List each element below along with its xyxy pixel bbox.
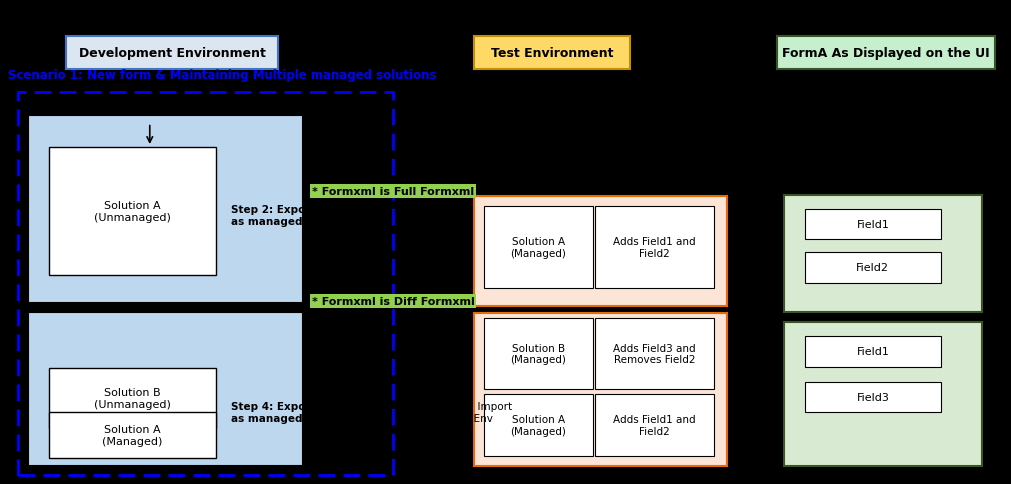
FancyBboxPatch shape xyxy=(473,313,726,466)
Text: Step 2: Export Solution A
as managed solution: Step 2: Export Solution A as managed sol… xyxy=(231,205,379,226)
FancyBboxPatch shape xyxy=(804,382,940,412)
FancyBboxPatch shape xyxy=(594,394,714,456)
FancyBboxPatch shape xyxy=(49,368,215,428)
Text: Adds Field1 and
Field2: Adds Field1 and Field2 xyxy=(613,237,696,258)
FancyBboxPatch shape xyxy=(804,209,940,240)
FancyBboxPatch shape xyxy=(483,207,592,288)
FancyBboxPatch shape xyxy=(28,116,301,302)
FancyBboxPatch shape xyxy=(784,323,981,466)
FancyBboxPatch shape xyxy=(594,318,714,390)
Text: Solution A
(Managed): Solution A (Managed) xyxy=(510,237,566,258)
Text: Step 5: Import
in Test Env: Step 5: Import in Test Env xyxy=(437,402,512,423)
FancyBboxPatch shape xyxy=(473,197,726,306)
FancyBboxPatch shape xyxy=(594,207,714,288)
Text: Field3: Field3 xyxy=(855,392,889,402)
Text: Adds Field3 and
Removes Field2: Adds Field3 and Removes Field2 xyxy=(613,343,696,364)
FancyBboxPatch shape xyxy=(473,37,630,70)
FancyBboxPatch shape xyxy=(66,37,278,70)
FancyBboxPatch shape xyxy=(483,394,592,456)
Text: Step 4: Export Solution B
as managed solution: Step 4: Export Solution B as managed sol… xyxy=(231,402,379,423)
Text: Adds Field1 and
Field2: Adds Field1 and Field2 xyxy=(613,414,696,436)
Text: Field1: Field1 xyxy=(855,219,889,229)
Text: * Formxml is Full Formxml: * Formxml is Full Formxml xyxy=(311,186,473,196)
Text: Solution A
(Unmanaged): Solution A (Unmanaged) xyxy=(94,201,170,223)
Text: Solution A
(Managed): Solution A (Managed) xyxy=(510,414,566,436)
FancyBboxPatch shape xyxy=(49,412,215,458)
FancyBboxPatch shape xyxy=(49,148,215,276)
FancyBboxPatch shape xyxy=(28,312,301,465)
FancyBboxPatch shape xyxy=(804,336,940,367)
FancyBboxPatch shape xyxy=(483,318,592,390)
Text: Test Environment: Test Environment xyxy=(490,47,613,60)
FancyBboxPatch shape xyxy=(784,196,981,312)
Text: FormA As Displayed on the UI: FormA As Displayed on the UI xyxy=(782,47,989,60)
Text: Solution B
(Unmanaged): Solution B (Unmanaged) xyxy=(94,387,170,409)
FancyBboxPatch shape xyxy=(776,37,994,70)
FancyBboxPatch shape xyxy=(804,253,940,283)
Text: Solution A
(Managed): Solution A (Managed) xyxy=(102,424,162,446)
Text: Field2: Field2 xyxy=(855,263,889,273)
Text: Scenario 1: New form & Maintaining Multiple managed solutions: Scenario 1: New form & Maintaining Multi… xyxy=(8,69,436,81)
Text: Field1: Field1 xyxy=(855,347,889,357)
Text: Development Environment: Development Environment xyxy=(79,47,265,60)
Text: * Formxml is Diff Formxml: * Formxml is Diff Formxml xyxy=(311,296,474,306)
Text: Solution B
(Managed): Solution B (Managed) xyxy=(510,343,566,364)
